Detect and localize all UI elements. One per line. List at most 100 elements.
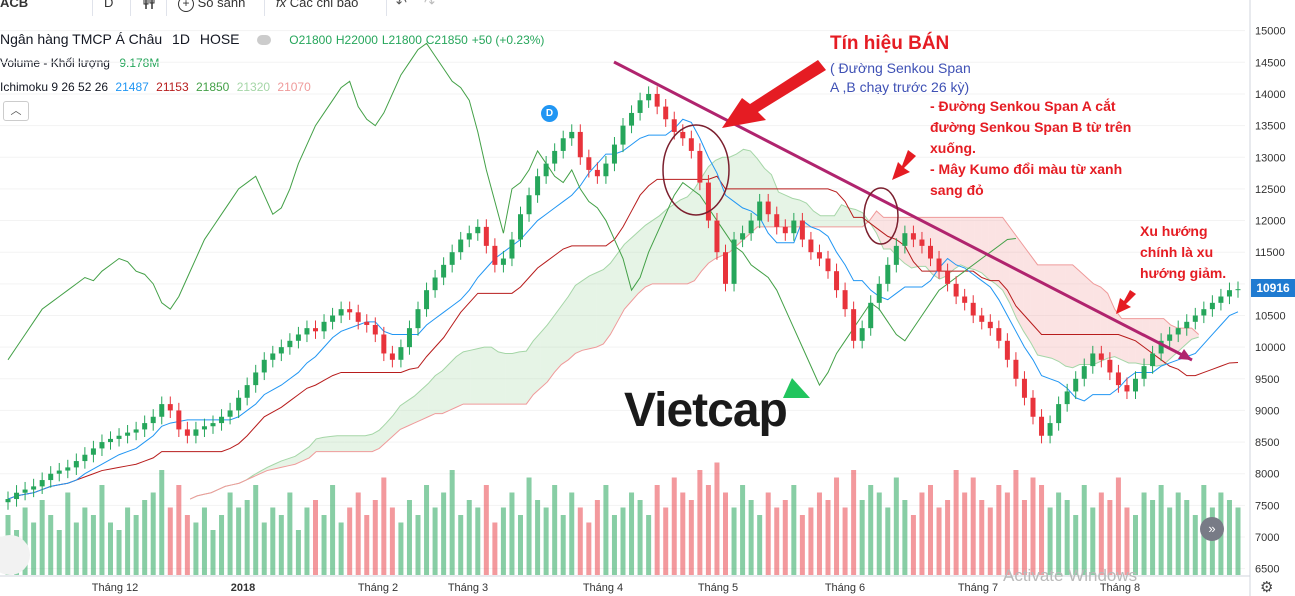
candle-body bbox=[133, 429, 139, 433]
volume-bar bbox=[936, 507, 942, 575]
kumo-segment bbox=[1107, 293, 1115, 359]
kumo-segment bbox=[820, 215, 828, 227]
kumo-segment bbox=[1135, 318, 1143, 365]
candle-body bbox=[65, 467, 71, 471]
kumo-segment bbox=[659, 209, 667, 284]
collapse-legend-button[interactable]: ︿ bbox=[3, 101, 29, 121]
indicators-label: Các chỉ báo bbox=[289, 0, 359, 10]
volume-bar bbox=[646, 515, 652, 575]
volume-bar bbox=[1004, 492, 1010, 575]
candle-body bbox=[1081, 366, 1087, 379]
candle-body bbox=[14, 492, 20, 500]
volume-bar bbox=[313, 500, 318, 575]
volume-bar bbox=[90, 515, 96, 575]
candle-body bbox=[859, 328, 865, 341]
candle-body bbox=[364, 321, 370, 325]
volume-bar bbox=[150, 492, 156, 575]
candle-body bbox=[304, 328, 310, 335]
candle-body bbox=[1115, 372, 1121, 386]
price-axis: 15000 14500 14000 13500 13000 12500 12000 11500… bbox=[1249, 0, 1286, 596]
symbol-search[interactable]: ACB bbox=[0, 0, 29, 10]
volume-bar bbox=[142, 500, 148, 575]
interval-button[interactable]: D bbox=[104, 0, 114, 10]
volume-bar bbox=[133, 515, 139, 575]
volume-bar bbox=[620, 507, 626, 575]
candle-body bbox=[449, 252, 455, 265]
kumo-segment bbox=[694, 177, 702, 281]
volume-bar bbox=[500, 507, 506, 575]
sell-signal-title: Tín hiệu BÁN bbox=[830, 33, 950, 54]
legend-menu-icon[interactable] bbox=[257, 35, 272, 46]
kumo-segment bbox=[589, 272, 597, 349]
candle-body bbox=[39, 480, 45, 487]
candle-body bbox=[851, 309, 857, 341]
kumo-segment bbox=[575, 280, 583, 354]
kumo-segment bbox=[1016, 236, 1024, 332]
candle-body bbox=[219, 416, 225, 424]
compare-button[interactable]: + So sánh bbox=[178, 0, 245, 12]
price-tick-label: 8500 bbox=[1255, 437, 1279, 449]
candle-type-icon[interactable] bbox=[142, 0, 158, 12]
kumo-segment bbox=[645, 220, 653, 288]
undo-icon[interactable]: ↶ bbox=[396, 0, 407, 10]
kumo-segment bbox=[1191, 328, 1199, 340]
volume-bar bbox=[364, 515, 370, 575]
volume-bar bbox=[1226, 500, 1232, 575]
volume-bar bbox=[962, 492, 968, 575]
kumo-segment bbox=[897, 217, 905, 264]
volume-bar bbox=[389, 507, 395, 575]
indicators-button[interactable]: fx Các chỉ báo bbox=[276, 0, 358, 10]
volume-bar bbox=[1098, 492, 1104, 575]
candle-body bbox=[1192, 315, 1198, 322]
candle-body bbox=[167, 404, 173, 411]
kumo-segment bbox=[1121, 318, 1129, 363]
candle-body bbox=[210, 423, 216, 427]
kumo-segment bbox=[974, 217, 982, 273]
volume-bar bbox=[193, 522, 199, 575]
price-tick-label: 14000 bbox=[1255, 89, 1286, 101]
time-tick-label: Tháng 5 bbox=[698, 582, 738, 594]
volume-bar bbox=[1107, 500, 1113, 575]
senkou-span-b-line bbox=[189, 210, 1200, 500]
kumo-arrow bbox=[892, 150, 916, 180]
candle-body bbox=[108, 438, 113, 443]
price-tick-label: 6500 bbox=[1255, 564, 1279, 576]
kumo-segment bbox=[568, 285, 576, 360]
ichimoku-chikou-value: 21850 bbox=[195, 80, 230, 94]
candle-body bbox=[1141, 366, 1147, 379]
volume-bar bbox=[1047, 507, 1053, 575]
kumo-note-2: đường Senkou Span B từ trên bbox=[930, 119, 1132, 135]
kumo-segment bbox=[386, 415, 394, 443]
redo-icon[interactable]: ↷ bbox=[424, 0, 435, 10]
candle-body bbox=[577, 131, 583, 158]
candle-body bbox=[791, 220, 797, 234]
kumo-segment bbox=[869, 211, 877, 234]
senkou-span-a-line bbox=[189, 148, 1199, 500]
volume-bar bbox=[330, 485, 336, 575]
time-tick-label: 2018 bbox=[231, 582, 255, 594]
candle-body bbox=[987, 321, 993, 329]
plus-circle-icon: + bbox=[178, 0, 194, 12]
volume-bar bbox=[1192, 515, 1198, 575]
volume-bar bbox=[219, 515, 225, 575]
candle-body bbox=[671, 119, 677, 132]
candle-body bbox=[782, 226, 788, 234]
kumo-segment bbox=[260, 467, 268, 474]
kumo-segment bbox=[603, 263, 611, 344]
annotation-shapes bbox=[613, 60, 1193, 398]
candle-body bbox=[1030, 397, 1036, 417]
candle-body bbox=[466, 233, 472, 240]
kumo-segment bbox=[1079, 271, 1087, 365]
candle-body bbox=[253, 372, 259, 386]
volume-bar bbox=[834, 477, 840, 575]
kumo-segment bbox=[512, 351, 520, 405]
kumo-segment bbox=[785, 195, 793, 227]
kumo-segment bbox=[323, 436, 331, 452]
volume-bar bbox=[979, 500, 985, 575]
dividend-badge[interactable]: D bbox=[541, 105, 558, 122]
settings-gear-icon[interactable]: ⚙ bbox=[1260, 579, 1274, 596]
scroll-to-latest-button[interactable]: » bbox=[1200, 517, 1224, 541]
candle-body bbox=[176, 410, 182, 430]
candle-body bbox=[1090, 353, 1096, 367]
